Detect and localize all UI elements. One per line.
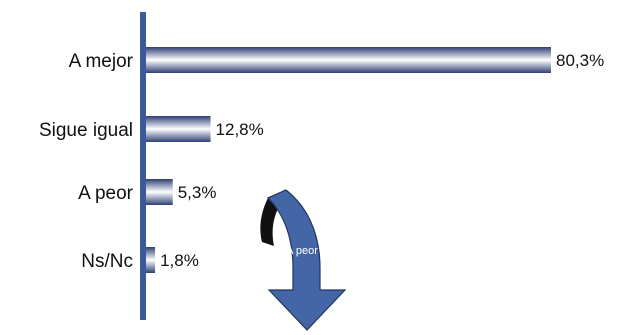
y-axis-line — [140, 12, 146, 320]
value-label: 1,8% — [160, 251, 199, 270]
category-label: A peor — [78, 183, 134, 204]
curved-down-arrow-annotation: A peor — [260, 189, 347, 331]
bar-sigue-igual — [146, 116, 211, 142]
arrow-body — [266, 189, 347, 331]
bar-ns-nc — [146, 247, 156, 273]
bar-a-peor — [146, 179, 173, 205]
value-label: 12,8% — [216, 120, 264, 139]
category-label: A mejor — [69, 51, 134, 72]
value-label: 5,3% — [178, 183, 217, 202]
arrow-shadow — [260, 196, 286, 246]
arrow-label: A peor — [286, 245, 318, 257]
value-label: 80,3% — [556, 51, 604, 70]
category-label: Ns/Nc — [81, 251, 133, 272]
category-label: Sigue igual — [39, 120, 133, 141]
bar-a-mejor — [146, 47, 551, 73]
